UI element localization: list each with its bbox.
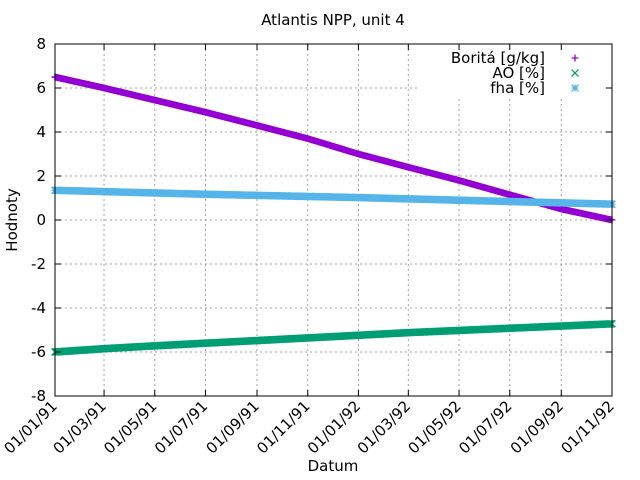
data-point (303, 334, 312, 342)
data-point (100, 84, 108, 92)
data-point (151, 96, 159, 104)
x-tick-label: 01/11/91 (253, 397, 313, 457)
data-point (150, 189, 159, 197)
y-tick-label: -4 (31, 299, 46, 317)
legend-marker (571, 69, 579, 77)
legend-marker (571, 54, 579, 62)
data-point (253, 336, 261, 345)
data-point (355, 150, 362, 158)
data-point (455, 326, 463, 335)
data-point (303, 192, 312, 201)
y-tick-label: 2 (36, 167, 46, 185)
data-point (201, 190, 210, 199)
y-axis-title: Hodnoty (3, 188, 21, 252)
data-point (100, 187, 108, 196)
plot-data (51, 73, 616, 356)
data-point (557, 322, 566, 330)
y-tick-label: 4 (36, 123, 46, 141)
x-tick-labels: 01/01/9101/03/9101/05/9101/07/9101/09/91… (0, 397, 617, 457)
data-point (202, 108, 209, 116)
data-point (253, 191, 261, 200)
x-tick-label: 01/05/92 (404, 397, 464, 457)
data-point (304, 135, 312, 142)
x-tick-label: 01/09/91 (202, 397, 262, 457)
gridlines (55, 44, 612, 396)
x-tick-label: 01/07/92 (455, 397, 515, 457)
data-point (253, 122, 261, 129)
data-point (557, 205, 565, 213)
legend-label: fha [%] (490, 79, 545, 97)
axis-ticks (54, 43, 613, 397)
series-3 (51, 186, 616, 209)
chart-title: Atlantis NPP, unit 4 (261, 11, 405, 29)
x-tick-label: 01/11/92 (557, 397, 617, 457)
data-point (354, 331, 363, 340)
y-tick-label: 0 (36, 211, 46, 229)
legend-background (418, 44, 612, 96)
y-tick-labels: 8 6 4 2 0 -2 -4 -6 -8 (31, 35, 46, 405)
y-tick-label: -2 (31, 255, 46, 273)
y-tick-label: 8 (36, 35, 46, 53)
data-point (100, 344, 108, 353)
y-tick-label: 6 (36, 79, 46, 97)
legend-label: AO [%] (492, 64, 545, 82)
data-point (201, 339, 210, 348)
data-point (404, 195, 413, 203)
x-axis-title: Datum (308, 457, 359, 475)
data-point (404, 163, 412, 171)
x-tick-label: 01/09/92 (507, 397, 567, 457)
data-point (404, 328, 413, 337)
legend-label: Boritá [g/kg] (451, 49, 545, 67)
y-tick-label: -8 (31, 387, 46, 405)
data-point (557, 198, 566, 207)
data-point (455, 177, 463, 184)
x-tick-label: 01/01/91 (0, 397, 60, 457)
series-2 (51, 319, 616, 356)
legend: Boritá [g/kg]AO [%]fha [%] (451, 49, 579, 97)
x-tick-label: 01/07/91 (151, 397, 211, 457)
data-point (150, 341, 159, 350)
y-tick-label: -6 (31, 343, 46, 361)
x-tick-label: 01/03/91 (50, 397, 110, 457)
legend-marker (571, 84, 579, 92)
x-tick-label: 01/03/92 (354, 397, 414, 457)
data-point (506, 191, 514, 199)
x-tick-label: 01/05/91 (100, 397, 160, 457)
data-point (354, 193, 363, 202)
data-point (505, 324, 514, 333)
data-point (455, 196, 463, 205)
x-tick-label: 01/01/92 (304, 397, 364, 457)
data-point (505, 197, 514, 206)
